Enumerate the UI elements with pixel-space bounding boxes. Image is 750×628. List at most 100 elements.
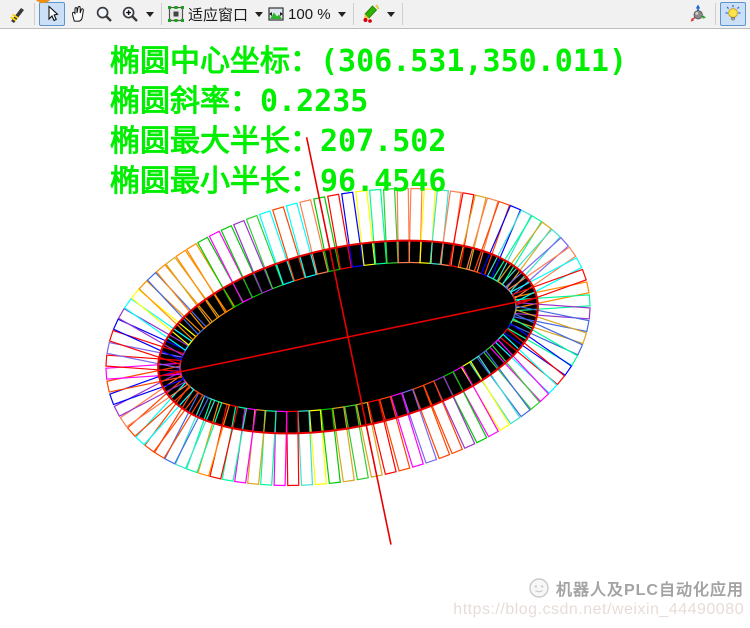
watermark-title: 机器人及PLC自动化应用: [555, 582, 744, 599]
caliper-rect: [499, 328, 566, 386]
caliper-rect: [486, 209, 532, 282]
caliper-rect: [344, 404, 369, 481]
result-line-major-radius: 椭圆最大半长：207.502: [110, 125, 446, 159]
illumination-toggle-button[interactable]: [720, 2, 746, 26]
zoom-tool-button[interactable]: [91, 2, 117, 26]
caliper-rect: [146, 271, 207, 336]
fit-window-label: 适应窗口: [188, 6, 249, 24]
toolbar: 适应窗口 100 %: [0, 0, 750, 29]
caliper-rect: [308, 409, 327, 486]
zoom-level-label: 100 %: [288, 5, 331, 23]
pan-tool-button[interactable]: [65, 2, 91, 26]
caliper-rect: [465, 197, 499, 273]
result-label: 椭圆斜率：: [110, 85, 260, 118]
result-label: 椭圆最小半长：: [110, 165, 320, 198]
caliper-rect: [260, 409, 277, 486]
caliper-rect: [412, 384, 451, 460]
caliper-rect: [285, 202, 318, 279]
caliper-rect: [422, 380, 464, 455]
select-tool-button[interactable]: [39, 2, 65, 26]
caliper-rect: [320, 407, 341, 485]
zoom-level-control[interactable]: 100 %: [266, 2, 349, 26]
fit-window-icon: [168, 6, 184, 22]
chevron-down-icon: [337, 11, 346, 17]
caliper-rect: [164, 392, 210, 465]
caliper-rect: [185, 398, 223, 474]
caliper-rect: [369, 188, 388, 265]
watermark-url: https://blog.csdn.net/weixin_44490080: [453, 601, 744, 618]
draw-pen-button[interactable]: [358, 2, 384, 26]
ellipse-measurement-figure: [105, 137, 591, 545]
caliper-rect: [332, 406, 355, 483]
result-value: 0.2235: [260, 84, 369, 119]
caliper-rect: [489, 338, 550, 403]
result-line-minor-radius: 椭圆最小半长：96.4546: [110, 165, 446, 199]
caliper-rect: [130, 288, 197, 346]
caliper-rect: [382, 188, 399, 264]
fit-window-control[interactable]: 适应窗口: [166, 2, 266, 26]
roi-caliper-tool-button[interactable]: [4, 2, 30, 26]
caliper-rect: [355, 189, 376, 267]
blogger-avatar-icon: [529, 578, 549, 598]
caliper-rect: [327, 193, 352, 270]
pen-icon: [363, 4, 379, 23]
result-label: 椭圆最大半长：: [110, 125, 320, 158]
result-line-center: 椭圆中心坐标：(306.531,350.011): [110, 45, 627, 79]
select-arrow-icon: [48, 5, 59, 22]
caliper-rect: [341, 191, 364, 268]
caliper-rect: [258, 210, 295, 286]
pan-hand-icon: [71, 6, 84, 22]
result-value: 96.4546: [320, 164, 447, 199]
result-value: 207.502: [320, 124, 447, 159]
magnifier-icon: [96, 6, 112, 22]
chevron-down-icon: [255, 11, 264, 17]
toolbar-separator: [352, 3, 354, 25]
caliper-rect: [401, 388, 438, 464]
caliper-rect: [286, 410, 300, 487]
caliper-rect: [433, 375, 476, 450]
caliper-rect: [297, 410, 314, 486]
toolbar-separator: [715, 3, 716, 25]
caliper-rect: [451, 365, 500, 438]
caliper-rect: [408, 187, 423, 264]
minor-axis-line: [305, 137, 392, 545]
toolbar-separator: [34, 3, 35, 25]
magnifier-plus-icon: [122, 6, 138, 22]
zoom-in-tool-button[interactable]: [117, 2, 143, 26]
caliper-rect: [390, 392, 425, 468]
caliper-rect: [419, 188, 436, 265]
orientation-3d-button[interactable]: [685, 2, 711, 26]
caliper-rect: [196, 236, 245, 309]
zoom-options-dropdown[interactable]: [143, 2, 157, 26]
caliper-rect: [473, 200, 511, 276]
zoom-level-icon: [268, 7, 284, 21]
caliper-rect: [138, 280, 202, 341]
caliper-rect: [232, 219, 274, 294]
fit-window-dropdown[interactable]: [252, 2, 266, 26]
watermark: 机器人及PLC自动化应用 https://blog.csdn.net/weixi…: [453, 576, 744, 619]
caliper-rect: [299, 199, 329, 275]
result-value: (306.531,350.011): [320, 44, 628, 79]
toolbar-separator: [161, 3, 162, 25]
caliper-rect: [503, 322, 573, 376]
caliper-rect: [512, 268, 587, 306]
image-viewport[interactable]: 椭圆中心坐标：(306.531,350.011) 椭圆斜率：0.2235 椭圆最…: [0, 29, 750, 627]
axis-3d-icon: [690, 4, 706, 22]
caliper-rect: [271, 206, 306, 282]
caliper-rect: [208, 230, 254, 304]
result-line-slope: 椭圆斜率：0.2235: [110, 85, 368, 119]
caliper-rect: [245, 214, 284, 290]
caliper-rect: [396, 187, 410, 264]
caliper-rect: [378, 395, 411, 472]
draw-tool-control[interactable]: [358, 2, 398, 26]
chevron-down-icon: [386, 11, 395, 17]
zoom-level-dropdown[interactable]: [335, 2, 349, 26]
caliper-rect: [442, 370, 488, 444]
result-label: 椭圆中心坐标：: [110, 45, 320, 78]
caliper-rect: [480, 204, 522, 279]
toolbar-separator: [401, 3, 403, 25]
caliper-rect: [123, 298, 193, 352]
caliper-rect: [367, 399, 397, 475]
light-bulb-icon: [725, 5, 741, 22]
draw-pen-dropdown[interactable]: [384, 2, 398, 26]
